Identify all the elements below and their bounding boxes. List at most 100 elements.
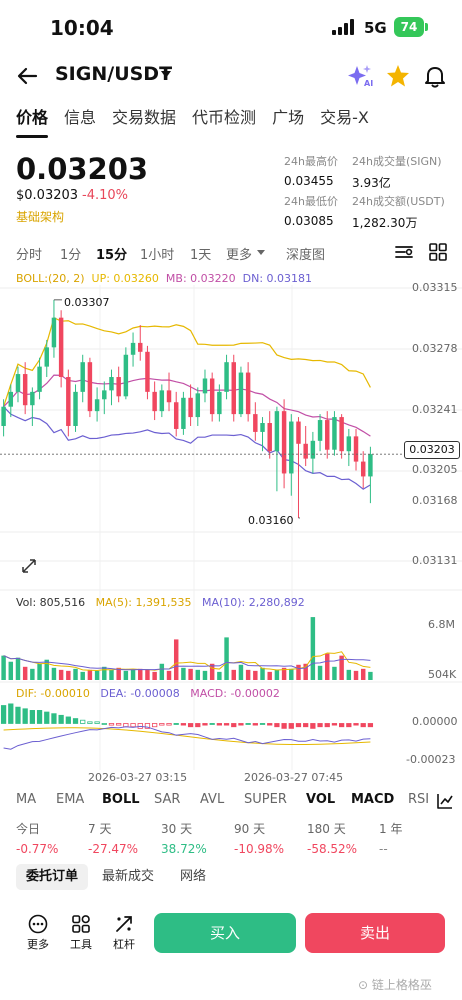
indicator-sar[interactable]: SAR bbox=[154, 792, 181, 807]
macd-bar bbox=[180, 723, 187, 726]
buy-button[interactable]: 买入 bbox=[154, 913, 296, 953]
vol-ma10-line bbox=[3, 655, 371, 671]
tab-square[interactable]: 广场 bbox=[272, 108, 305, 127]
interval-1d[interactable]: 1天 bbox=[190, 248, 212, 263]
stat-high-value: 0.03455 bbox=[284, 174, 334, 188]
interval-depth[interactable]: 深度图 bbox=[286, 248, 326, 263]
perf-90d: 90 天 -10.98% bbox=[234, 820, 284, 856]
tab-price[interactable]: 价格 bbox=[16, 102, 49, 138]
infrastructure-link[interactable]: 基础架构 bbox=[16, 210, 65, 224]
interval-timeline[interactable]: 分时 bbox=[16, 248, 43, 263]
macd-bar bbox=[281, 723, 287, 729]
tab-info[interactable]: 信息 bbox=[64, 108, 97, 127]
chevron-down-icon[interactable] bbox=[161, 71, 171, 78]
kline-chart[interactable] bbox=[0, 285, 462, 780]
ai-sparkle-icon[interactable]: AI bbox=[346, 62, 374, 90]
volume-bar bbox=[303, 663, 308, 680]
interval-1m[interactable]: 1分 bbox=[60, 248, 82, 263]
perf-1y: 1 年 -- bbox=[379, 820, 402, 856]
tab-trading-data[interactable]: 交易数据 bbox=[112, 108, 177, 127]
indicator-boll[interactable]: BOLL bbox=[102, 792, 140, 807]
perf-label: 180 天 bbox=[307, 822, 346, 836]
macd-bar bbox=[44, 711, 50, 724]
macd-dea: DEA: -0.00008 bbox=[100, 687, 180, 700]
subtab-network[interactable]: 网络 bbox=[180, 869, 207, 884]
perf-value: 38.72% bbox=[161, 842, 207, 856]
chevron-down-icon[interactable] bbox=[257, 250, 265, 255]
bell-icon[interactable] bbox=[421, 62, 449, 90]
indicator-ma[interactable]: MA bbox=[16, 792, 37, 807]
macd-dif: DIF: -0.00010 bbox=[16, 687, 90, 700]
macd-bar bbox=[252, 723, 258, 726]
perf-label: 今日 bbox=[16, 822, 41, 836]
candle-body bbox=[1, 406, 6, 426]
candle-body bbox=[8, 391, 14, 407]
volume-bar bbox=[289, 668, 294, 680]
indicator-chart-icon[interactable] bbox=[436, 792, 454, 810]
perf-value: -- bbox=[379, 842, 388, 856]
macd-bar bbox=[202, 723, 208, 726]
indicator-ema[interactable]: EMA bbox=[56, 792, 85, 807]
macd-bar bbox=[367, 723, 374, 728]
star-icon[interactable] bbox=[384, 62, 412, 90]
more-button[interactable]: 更多 bbox=[21, 914, 55, 952]
perf-label: 30 天 bbox=[161, 822, 193, 836]
volume-bars bbox=[1, 617, 373, 680]
perf-label: 1 年 bbox=[379, 822, 403, 836]
vol-value: Vol: 805,516 bbox=[16, 596, 86, 609]
macd-value: MACD: -0.00002 bbox=[190, 687, 280, 700]
volume-bar bbox=[209, 663, 215, 680]
volume-bar bbox=[202, 670, 208, 680]
subtab-orders[interactable]: 委托订单 bbox=[16, 864, 89, 890]
stat-volume-label: 24h成交量(SIGN) bbox=[352, 155, 442, 168]
expand-icon[interactable] bbox=[19, 556, 39, 576]
macd-axis-top: 0.00000 bbox=[412, 715, 458, 728]
macd-bar bbox=[310, 723, 316, 729]
volume-bar bbox=[94, 670, 100, 680]
volume-bar bbox=[317, 665, 323, 680]
perf-value: -27.47% bbox=[88, 842, 139, 856]
indicator-avl[interactable]: AVL bbox=[200, 792, 225, 807]
volume-bar bbox=[73, 668, 78, 680]
candle-body bbox=[130, 342, 136, 355]
candle-body bbox=[310, 440, 316, 459]
tab-trade-x[interactable]: 交易-X bbox=[320, 108, 369, 127]
stat-low-value: 0.03085 bbox=[284, 214, 334, 228]
volume-bar bbox=[245, 669, 251, 680]
candle-body bbox=[260, 423, 265, 432]
candle-body bbox=[274, 411, 280, 452]
tools-button[interactable]: 工具 bbox=[64, 914, 98, 952]
interval-more[interactable]: 更多 bbox=[226, 248, 253, 263]
pair-title[interactable]: SIGN/USDT bbox=[55, 63, 173, 85]
volume-bar bbox=[368, 671, 373, 680]
candle-body bbox=[73, 391, 78, 426]
indicator-macd[interactable]: MACD bbox=[351, 792, 395, 807]
sell-button[interactable]: 卖出 bbox=[305, 913, 445, 953]
stat-volume: 24h成交量(SIGN) 3.93亿 bbox=[352, 153, 442, 191]
time-axis-label: 2026-03-27 03:15 bbox=[88, 771, 188, 784]
candle-body bbox=[138, 342, 143, 352]
volume-bar bbox=[195, 669, 201, 680]
leverage-button[interactable]: 杠杆 bbox=[107, 914, 141, 952]
indicator-vol[interactable]: VOL bbox=[306, 792, 336, 807]
grid-layout-icon[interactable] bbox=[428, 242, 448, 262]
macd-bar bbox=[303, 723, 309, 728]
price-sub: $0.03203 -4.10% bbox=[16, 188, 128, 203]
back-arrow-icon[interactable] bbox=[14, 62, 42, 90]
interval-15m[interactable]: 15分 bbox=[96, 248, 128, 263]
last-price-tag: 0.03203 bbox=[404, 441, 460, 459]
subtab-trades[interactable]: 最新成交 bbox=[102, 869, 155, 884]
candle-body bbox=[224, 362, 229, 392]
chart-settings-icon[interactable] bbox=[394, 242, 414, 262]
macd-bar bbox=[22, 708, 28, 724]
indicator-rsi[interactable]: RSI bbox=[408, 792, 430, 807]
tab-token-check[interactable]: 代币检测 bbox=[192, 108, 257, 127]
battery-tip bbox=[425, 23, 428, 31]
macd-bar bbox=[15, 706, 21, 724]
indicator-super[interactable]: SUPER bbox=[244, 792, 287, 807]
volume-bar bbox=[116, 667, 121, 680]
macd-bar bbox=[360, 723, 366, 728]
volume-bar bbox=[152, 671, 157, 680]
price-axis-label: 0.03315 bbox=[412, 281, 458, 294]
interval-1h[interactable]: 1小时 bbox=[140, 248, 175, 263]
